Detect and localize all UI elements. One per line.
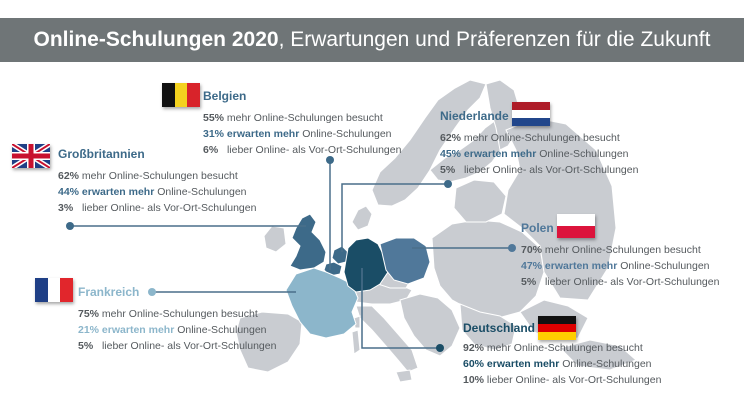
connector-dots [66, 156, 516, 352]
poland-flag [557, 214, 595, 238]
stat-text: lieber Online- als Vor-Ort-Schulungen [484, 374, 662, 386]
stat-pct: 5% [78, 340, 94, 352]
grossbritannien-block: Großbritannien 62% mehr Online-Schulunge… [58, 146, 256, 216]
stat-highlight: 60% erwarten mehr [463, 358, 560, 370]
stat-pct: 92% [463, 342, 485, 354]
belgium-flag [162, 83, 200, 107]
uk-flag [12, 144, 50, 168]
stat-pct: 6% [203, 144, 219, 156]
stat-text: Online-Schulungen [536, 148, 629, 160]
belgium-shape [323, 261, 343, 277]
polen-dot [508, 244, 516, 252]
germany-flag [538, 316, 576, 340]
connector-lines [70, 160, 512, 349]
stat-text: mehr Online-Schulungen besucht [79, 170, 238, 182]
country-name: Frankreich [78, 285, 140, 299]
germany-shape [343, 237, 389, 293]
stat-text: lieber Online- als Vor-Ort-Schulungen [73, 202, 257, 214]
belgien-dot [326, 156, 334, 164]
niederlande-block: Niederlande 62% mehr Online-Schulungen b… [440, 108, 638, 178]
stat-text: lieber Online- als Vor-Ort-Schulungen [93, 340, 277, 352]
stat-text: Online-Schulungen [559, 358, 652, 370]
stat-pct: 3% [58, 202, 74, 214]
stat-text: Online-Schulungen [299, 128, 392, 140]
stat-pct: 70% [521, 244, 543, 256]
stat-text: mehr Online-Schulungen besucht [99, 308, 258, 320]
netherlands-flag [512, 102, 550, 126]
title-rest: , Erwartungen und Präferenzen für die Zu… [278, 28, 711, 51]
deutschland-dot [436, 344, 444, 352]
stat-pct: 5% [440, 164, 456, 176]
stat-highlight: 21% erwarten mehr [78, 324, 175, 336]
country-name: Großbritannien [58, 147, 145, 161]
country-name: Polen [521, 221, 554, 235]
stat-pct: 10% [463, 374, 485, 386]
stat-pct: 55% [203, 112, 225, 124]
deutschland-connector [361, 268, 440, 349]
stat-highlight: 45% erwarten mehr [440, 148, 537, 160]
country-name: Niederlande [440, 109, 509, 123]
stat-pct: 62% [440, 132, 462, 144]
country-name: Deutschland [463, 321, 536, 335]
stat-pct: 62% [58, 170, 80, 182]
niederlande-dot [444, 180, 452, 188]
title-bold: Online-Schulungen 2020 [33, 28, 279, 51]
stat-text: mehr Online-Schulungen besucht [542, 244, 701, 256]
stat-text: lieber Online- als Vor-Ort-Schulungen [455, 164, 639, 176]
title-bar: Online-Schulungen 2020, Erwartungen und … [0, 18, 744, 62]
uk-dot [66, 222, 74, 230]
stat-text: mehr Online-Schulungen besucht [224, 112, 383, 124]
niederlande-connector [341, 183, 448, 252]
poland-shape [379, 237, 431, 285]
stat-text: lieber Online- als Vor-Ort-Schulungen [218, 144, 402, 156]
belgien-block: Belgien 55% mehr Online-Schulungen besuc… [203, 88, 401, 158]
stat-highlight: 44% erwarten mehr [58, 186, 155, 198]
europe-base-land [235, 79, 637, 383]
stat-text: mehr Online-Schulungen besucht [484, 342, 643, 354]
stat-text: lieber Online- als Vor-Ort-Schulungen [536, 276, 720, 288]
stat-pct: 75% [78, 308, 100, 320]
deutschland-block: Deutschland 92% mehr Online-Schulungen b… [463, 320, 661, 388]
country-name: Belgien [203, 89, 247, 103]
stat-text: mehr Online-Schulungen besucht [461, 132, 620, 144]
polen-block: Polen 70% mehr Online-Schulungen besucht… [521, 220, 719, 290]
frankreich-block: Frankreich 75% mehr Online-Schulungen be… [78, 284, 276, 354]
stat-text: Online-Schulungen [617, 260, 710, 272]
stat-highlight: 31% erwarten mehr [203, 128, 300, 140]
frankreich-dot [148, 288, 156, 296]
france-shape [285, 267, 359, 339]
stat-highlight: 47% erwarten mehr [521, 260, 618, 272]
france-flag [35, 278, 73, 302]
stat-text: Online-Schulungen [154, 186, 247, 198]
stat-text: Online-Schulungen [174, 324, 267, 336]
uk-shape [289, 213, 327, 271]
stat-pct: 5% [521, 276, 537, 288]
